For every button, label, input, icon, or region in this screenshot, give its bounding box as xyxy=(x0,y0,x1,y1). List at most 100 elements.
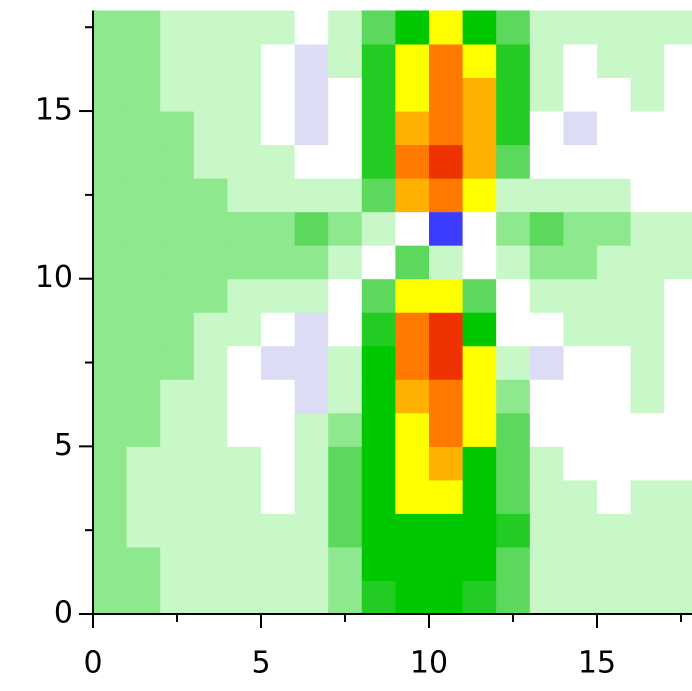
heatmap-area xyxy=(93,10,692,614)
heatmap-cell xyxy=(563,379,598,414)
heatmap-cell xyxy=(496,379,531,414)
heatmap-cell xyxy=(395,10,430,45)
heatmap-cell xyxy=(261,312,296,347)
heatmap-cell xyxy=(361,479,396,514)
heatmap-cell xyxy=(93,580,128,614)
heatmap-cell xyxy=(193,178,228,213)
heatmap-cell xyxy=(462,43,497,79)
heatmap-cell xyxy=(429,278,464,313)
heatmap-cell xyxy=(261,10,296,45)
heatmap-cell xyxy=(361,312,396,347)
heatmap-cell xyxy=(630,412,665,447)
heatmap-cell xyxy=(126,10,161,45)
heatmap-cell xyxy=(597,312,632,347)
heatmap-cell xyxy=(529,245,564,280)
heatmap-cell xyxy=(126,43,161,79)
heatmap-cell xyxy=(227,278,262,313)
heatmap-cell xyxy=(563,43,598,79)
heatmap-cell xyxy=(563,312,598,347)
heatmap-cell xyxy=(261,211,296,246)
heatmap-cell xyxy=(261,345,296,380)
heatmap-cell xyxy=(361,77,396,112)
heatmap-cell xyxy=(664,379,692,414)
heatmap-cell xyxy=(93,513,128,548)
heatmap-cell xyxy=(395,446,430,481)
heatmap-cell xyxy=(261,111,296,146)
heatmap-cell xyxy=(630,43,665,79)
heatmap-cell xyxy=(227,580,262,614)
x-tick-label: 10 xyxy=(410,646,448,681)
heatmap-cell xyxy=(395,379,430,414)
heatmap-cell xyxy=(93,345,128,380)
heatmap-cell xyxy=(126,446,161,481)
heatmap-cell xyxy=(160,245,195,280)
heatmap-cell xyxy=(361,43,396,79)
heatmap-cell xyxy=(529,580,564,614)
heatmap-cell xyxy=(193,446,228,481)
heatmap-cell xyxy=(193,278,228,313)
heatmap-cell xyxy=(294,43,329,79)
heatmap-cell xyxy=(597,580,632,614)
heatmap-cell xyxy=(563,345,598,380)
heatmap-cell xyxy=(126,379,161,414)
heatmap-cell xyxy=(126,345,161,380)
heatmap-cell xyxy=(328,43,363,79)
heatmap-cell xyxy=(529,312,564,347)
heatmap-cell xyxy=(462,245,497,280)
heatmap-cell xyxy=(328,312,363,347)
heatmap-cell xyxy=(563,77,598,112)
axes: 0 5 10 15 0 5 10 15 xyxy=(35,10,692,681)
heatmap-cell xyxy=(261,479,296,514)
heatmap-cell xyxy=(429,412,464,447)
heatmap-cell xyxy=(597,178,632,213)
x-tick-label: 0 xyxy=(83,646,102,681)
heatmap-cell xyxy=(126,412,161,447)
heatmap-cell xyxy=(261,178,296,213)
heatmap-cell xyxy=(664,446,692,481)
heatmap-cell xyxy=(93,178,128,213)
heatmap-cell xyxy=(328,546,363,581)
heatmap-cell xyxy=(160,77,195,112)
heatmap-cell xyxy=(429,10,464,45)
heatmap-cell xyxy=(429,580,464,614)
heatmap-cell xyxy=(664,178,692,213)
heatmap-cell xyxy=(395,178,430,213)
heatmap-cell xyxy=(361,211,396,246)
heatmap-cell xyxy=(496,479,531,514)
heatmap-cell xyxy=(597,345,632,380)
heatmap-cell xyxy=(529,10,564,45)
heatmap-cell xyxy=(294,580,329,614)
heatmap-cell xyxy=(294,479,329,514)
heatmap-cell xyxy=(395,580,430,614)
heatmap-cell xyxy=(328,479,363,514)
heatmap-cell xyxy=(563,446,598,481)
heatmap-cell xyxy=(261,278,296,313)
heatmap-cell xyxy=(462,278,497,313)
heatmap-cell xyxy=(563,245,598,280)
heatmap-cell xyxy=(395,111,430,146)
heatmap-cell xyxy=(429,211,464,246)
heatmap-cell xyxy=(563,580,598,614)
heatmap-cell xyxy=(294,446,329,481)
heatmap-cell xyxy=(529,278,564,313)
heatmap-cell xyxy=(193,580,228,614)
heatmap-cell xyxy=(563,178,598,213)
heatmap-cell xyxy=(261,245,296,280)
heatmap-cell xyxy=(328,379,363,414)
heatmap-cell xyxy=(664,546,692,581)
heatmap-cell xyxy=(160,178,195,213)
heatmap-cell xyxy=(361,446,396,481)
heatmap-cell xyxy=(496,245,531,280)
heatmap-cell xyxy=(563,513,598,548)
heatmap-cell xyxy=(630,77,665,112)
heatmap-cell xyxy=(429,245,464,280)
heatmap-cell xyxy=(328,580,363,614)
heatmap-cell xyxy=(126,312,161,347)
heatmap-cell xyxy=(597,77,632,112)
heatmap-cell xyxy=(529,513,564,548)
heatmap-cell xyxy=(496,10,531,45)
heatmap-cell xyxy=(294,211,329,246)
heatmap-cell xyxy=(496,546,531,581)
heatmap-cell xyxy=(126,144,161,179)
heatmap-cell xyxy=(160,43,195,79)
